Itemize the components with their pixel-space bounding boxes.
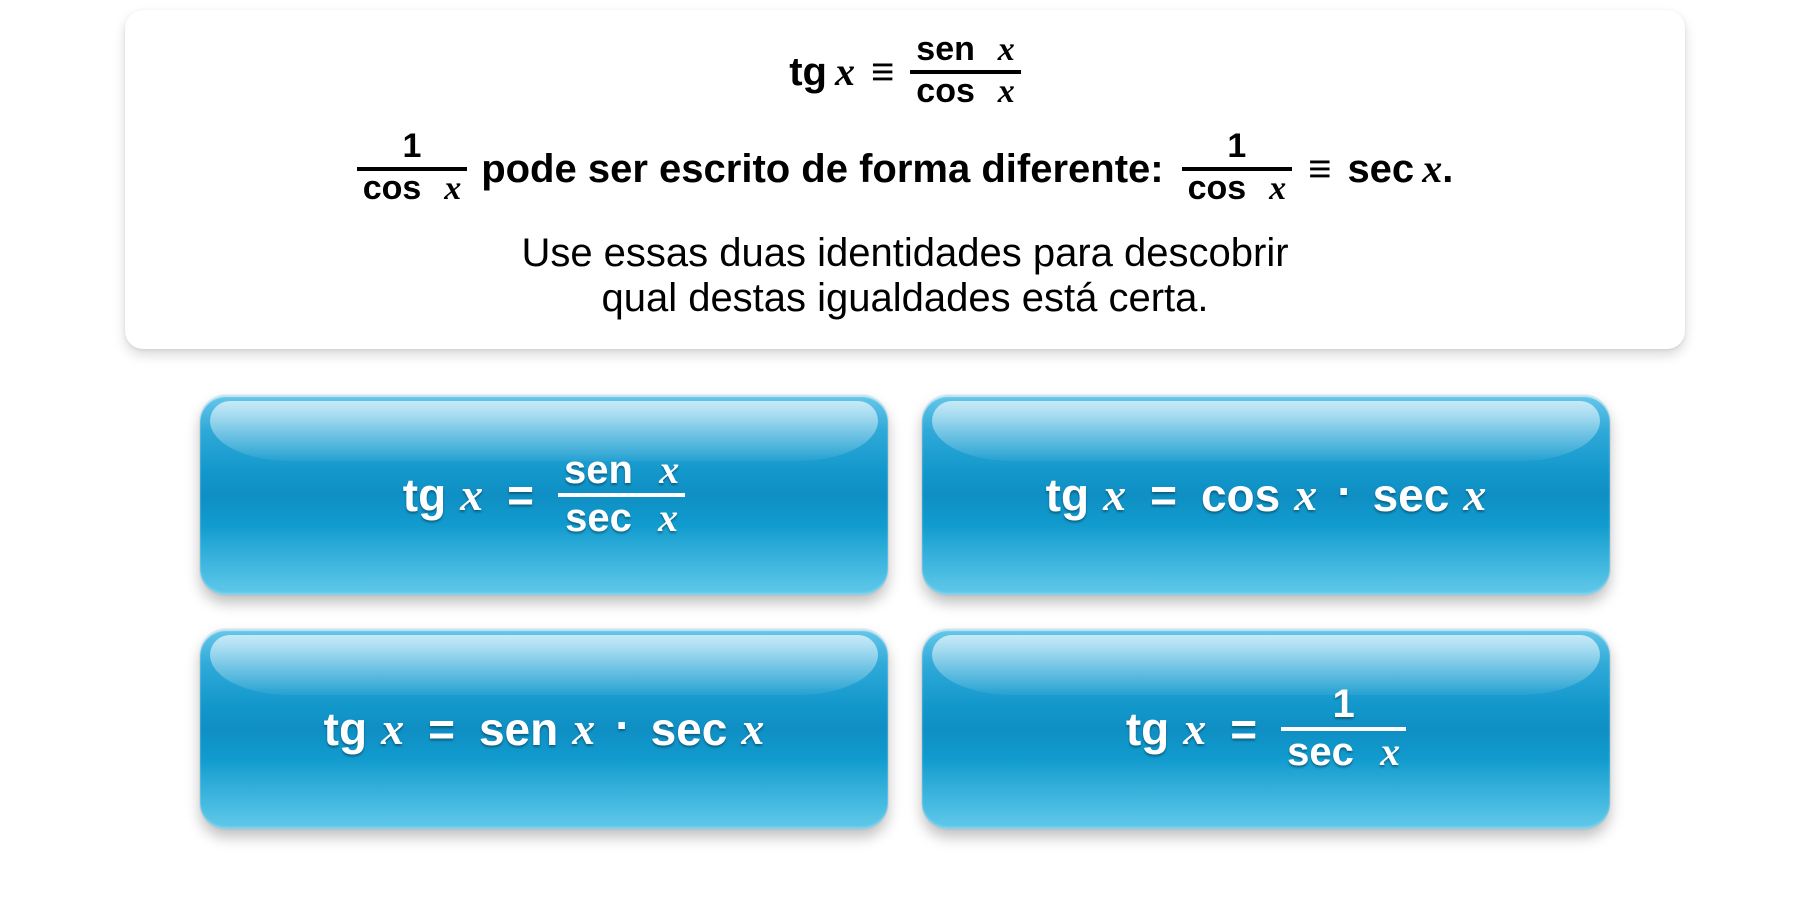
eq-symbol: =	[428, 702, 455, 756]
x-var: x	[381, 702, 404, 755]
cos-label: cos	[1188, 169, 1247, 207]
sen-label: sen	[564, 448, 633, 492]
ident-symbol: ≡	[1308, 147, 1331, 191]
answer-d-button[interactable]: tg x = 1 sec x	[922, 629, 1610, 829]
sec-label: sec	[1347, 147, 1414, 191]
sen-label: sen	[916, 30, 975, 68]
x-var: x	[658, 495, 678, 540]
x-var: x	[741, 702, 764, 755]
x-var: x	[659, 447, 679, 492]
tg-label: tg	[324, 702, 367, 756]
tg-label: tg	[403, 468, 446, 522]
dot-symbol: ·	[1337, 464, 1352, 518]
x-var: x	[835, 50, 855, 94]
question-card: tg x ≡ sen x cos x 1	[125, 10, 1685, 349]
instruction-text-b: qual destas igualdades está certa.	[165, 276, 1645, 321]
one-label: 1	[1327, 683, 1361, 727]
period: .	[1442, 147, 1453, 191]
instruction-text: Use essas duas identidades para descobri…	[165, 231, 1645, 321]
cos-label: cos	[363, 169, 422, 207]
answers-grid: tg x = sen x sec x	[200, 395, 1610, 829]
identity-2-line: 1 cos x pode ser escrito de forma difere…	[165, 129, 1645, 208]
answer-a-button[interactable]: tg x = sen x sec x	[200, 395, 888, 595]
x-var: x	[444, 170, 461, 207]
tg-label: tg	[789, 50, 827, 94]
sec-label: sec	[1287, 730, 1354, 774]
eq-symbol: =	[507, 468, 534, 522]
tg-label: tg	[1046, 468, 1089, 522]
x-var: x	[1463, 468, 1486, 521]
fraction-senx-secx: sen x sec x	[558, 449, 685, 541]
one-label: 1	[1221, 129, 1252, 167]
answer-b-button[interactable]: tg x = cos x · sec x	[922, 395, 1610, 595]
answer-c-button[interactable]: tg x = sen x · sec x	[200, 629, 888, 829]
fraction-1-cosx-right: 1 cos x	[1182, 129, 1293, 208]
tg-label: tg	[1126, 702, 1169, 756]
eq-symbol: =	[1230, 702, 1257, 756]
sec-label: sec	[651, 702, 728, 756]
x-var: x	[1294, 468, 1317, 521]
identity-1: tg x ≡ sen x cos x	[165, 32, 1645, 111]
instruction-text-a: Use essas duas identidades para descobri…	[165, 231, 1645, 276]
one-label: 1	[396, 129, 427, 167]
fraction-senx-cosx: sen x cos x	[910, 32, 1021, 111]
x-var: x	[1183, 702, 1206, 755]
x-var: x	[1380, 729, 1400, 774]
fraction-1-cosx-left: 1 cos x	[357, 129, 468, 208]
sen-label: sen	[479, 702, 558, 756]
x-var: x	[1269, 170, 1286, 207]
cos-label: cos	[1201, 468, 1280, 522]
dot-symbol: ·	[615, 698, 630, 752]
x-var: x	[1422, 147, 1442, 191]
x-var: x	[572, 702, 595, 755]
x-var: x	[460, 468, 483, 521]
line2-text: pode ser escrito de forma diferente:	[481, 147, 1163, 191]
eq-symbol: =	[1150, 468, 1177, 522]
cos-label: cos	[916, 72, 975, 110]
sec-label: sec	[565, 496, 632, 540]
x-var: x	[1103, 468, 1126, 521]
x-var: x	[998, 73, 1015, 110]
fraction-1-secx: 1 sec x	[1281, 683, 1406, 775]
x-var: x	[998, 31, 1015, 68]
sec-label: sec	[1373, 468, 1450, 522]
ident-symbol: ≡	[871, 50, 894, 94]
